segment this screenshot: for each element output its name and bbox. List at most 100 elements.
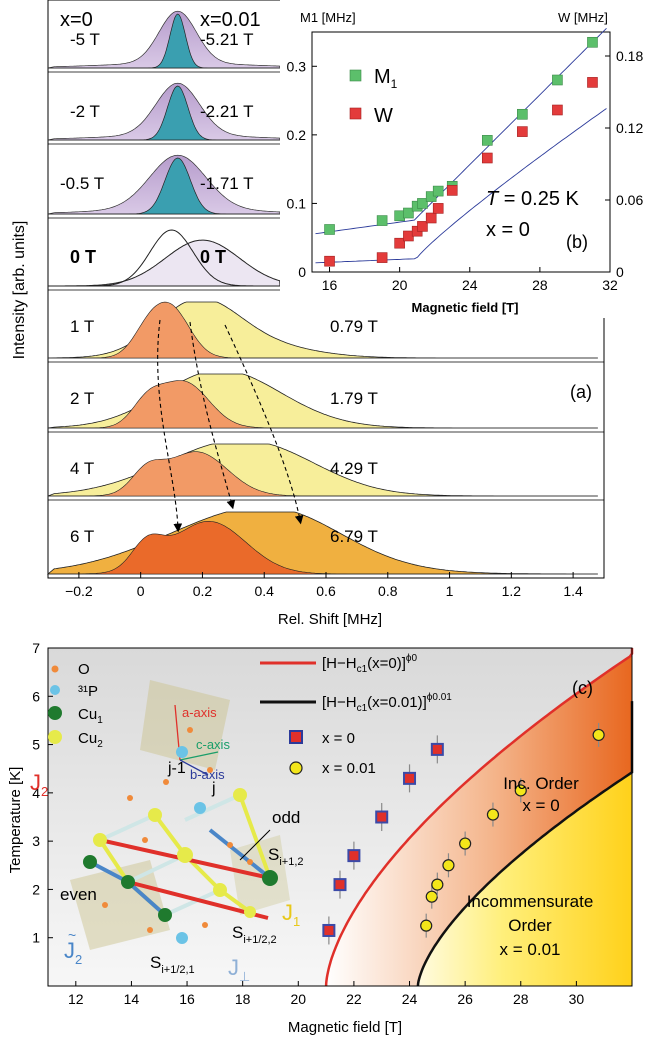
- field-label-x0: 2 T: [70, 389, 94, 408]
- x001-point: [431, 878, 444, 891]
- cu1-atom: [158, 908, 172, 922]
- spectrum-row: 6 T 6.79 T: [46, 511, 598, 575]
- x-tick-label: 0.8: [378, 583, 398, 599]
- panel-a-x-label: Rel. Shift [MHz]: [278, 611, 382, 628]
- field-label-x0: -5 T: [70, 30, 100, 49]
- j-perp-label: J⊥: [228, 955, 250, 984]
- y-tick-label-right: 0: [616, 264, 624, 280]
- legend-w-marker: [349, 107, 362, 120]
- j-label: j: [211, 780, 216, 797]
- o-atom-marker: [51, 665, 59, 673]
- panel-c-tag: (c): [572, 678, 593, 698]
- field-label-x001: 6.79 T: [330, 527, 378, 546]
- x-tick-label: 0.6: [316, 583, 336, 599]
- m1-point: [324, 224, 335, 235]
- y-tick-label: 6: [32, 688, 40, 704]
- j-minus-1-label: j-1: [167, 760, 186, 777]
- spectrum-row: 2 T 1.79 T: [47, 373, 604, 433]
- field-label-x001: -2.21 T: [200, 102, 254, 121]
- field-label-x001: -1.71 T: [200, 174, 254, 193]
- y-tick-label: 7: [32, 640, 40, 656]
- x-tick-label: 0.4: [254, 583, 274, 599]
- w-point: [517, 126, 528, 137]
- cu2-atom-label: Cu2: [78, 730, 103, 750]
- inc-order-label: Inc. Order: [503, 774, 579, 793]
- legend-m1-marker: [349, 69, 362, 82]
- s-i122-label: Si+1/2,2: [232, 923, 277, 946]
- x001-point: [514, 784, 527, 797]
- incommensurate-x-label: x = 0.01: [500, 940, 561, 959]
- x-tick-label: 26: [457, 991, 473, 1007]
- panel-b-y-label-left: M1 [MHz]: [300, 10, 356, 25]
- cu2-atom-marker: [48, 730, 62, 744]
- cu2-atom: [93, 833, 107, 847]
- incommensurate-label: Incommensurate: [467, 892, 594, 911]
- m1-point: [587, 36, 598, 48]
- incommensurate-order-label: Order: [508, 916, 552, 935]
- legend-m1-label: M1: [374, 66, 398, 91]
- x0-point: [322, 923, 336, 937]
- field-label-x001: 0 T: [200, 247, 226, 267]
- panel-c-y-label: Temperature [K]: [7, 767, 24, 874]
- cu2-atom: [148, 808, 162, 822]
- x0-point: [375, 810, 389, 824]
- spectrum-row: -2 T -2.21 T: [47, 82, 281, 145]
- x-tick-label: 20: [290, 991, 306, 1007]
- y-tick-label: 3: [32, 833, 40, 849]
- w-point: [376, 252, 388, 263]
- x001-point: [459, 837, 472, 850]
- x0-point: [347, 849, 361, 863]
- x-tick-label: 12: [68, 991, 84, 1007]
- x-tick-label: 14: [124, 991, 140, 1007]
- structure-plane-2: [70, 860, 170, 950]
- field-label-x0: -0.5 T: [60, 174, 104, 193]
- p-atom: [194, 802, 206, 814]
- x001-point: [425, 890, 438, 903]
- field-label-x001: 4.29 T: [330, 459, 378, 478]
- incommensurate-region-x001: [417, 701, 632, 986]
- y-tick-label-left: 0.1: [287, 195, 307, 211]
- y-tick-label: 2: [32, 881, 40, 897]
- spectrum-row: 4 T 4.29 T: [47, 443, 604, 501]
- cu2-atom: [233, 788, 247, 802]
- crystal-structure-illustration: O ³¹P Cu1 Cu2 a-axis c-axis b-axis: [30, 661, 304, 984]
- s-i121-label: Si+1/2,1: [150, 953, 195, 976]
- even-label: even: [60, 885, 97, 904]
- structure-bonds: [89, 793, 272, 920]
- panel-a-arrows: [157, 319, 304, 533]
- w-point: [394, 237, 405, 249]
- x-tick-label: 1.4: [563, 583, 583, 599]
- x-tick-label: 0: [137, 583, 145, 599]
- fit-line-x0: [324, 648, 634, 987]
- p-atom: [176, 932, 188, 944]
- legend-red-label: [H−Hc1(x=0)]ϕ0: [322, 653, 418, 675]
- y-tick-label-left: 0: [298, 264, 306, 280]
- panel-a-header-right: x=0.01: [200, 9, 261, 31]
- legend-square-marker: [289, 730, 303, 744]
- p-atom-marker: [50, 685, 60, 695]
- w-point: [324, 255, 335, 267]
- j1-label: J1: [282, 900, 300, 929]
- panel-a: -5 T -5.21 T -2 T -2.21 T -0.5 T -1.71 T 0 T 0 …: [11, 0, 605, 628]
- field-label-x001: 0.79 T: [330, 317, 378, 336]
- x-tick-label: 28: [513, 991, 529, 1007]
- panel-b-frame: [311, 31, 611, 273]
- p-atom-label: ³¹P: [78, 683, 98, 700]
- panel-b: M1 [MHz] W [MHz] 16 20 24 28 3200.10.20.300.…: [280, 0, 655, 318]
- b-axis-arrow: [179, 759, 209, 776]
- m1-point: [432, 185, 444, 197]
- panel-b-temperature-note: T = 0.25 K: [486, 188, 579, 210]
- p-atom: [176, 746, 188, 758]
- panel-b-tag: (b): [566, 232, 588, 252]
- spectrum-x0: [48, 85, 280, 141]
- w-point: [417, 221, 428, 232]
- x-tick-label: 18: [235, 991, 251, 1007]
- legend-square-label: x = 0: [322, 730, 355, 747]
- c-axis-label: c-axis: [196, 737, 230, 752]
- panel-b-background: [280, 0, 655, 318]
- panel-a-tag: (a): [570, 382, 592, 402]
- m1-point: [403, 207, 414, 219]
- x-tick-label: 24: [402, 991, 418, 1007]
- field-label-x0: 0 T: [70, 247, 96, 267]
